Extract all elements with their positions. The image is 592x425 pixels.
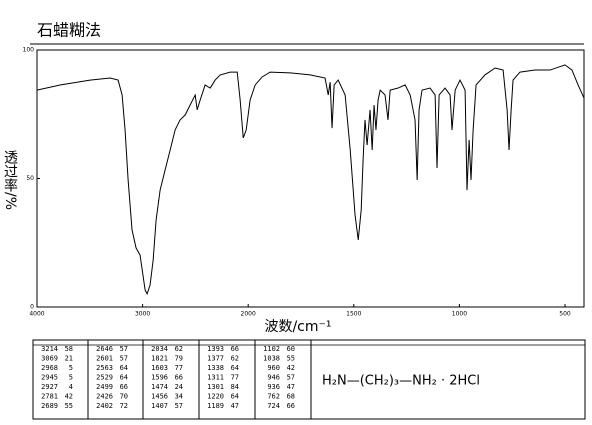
peak-wavenumber: 1456 <box>151 393 168 401</box>
x-tick-label: 2000 <box>241 311 256 318</box>
peak-transmittance: 64 <box>120 364 128 372</box>
peak-wavenumber: 1102 <box>263 345 280 353</box>
spectrum-line <box>36 64 585 296</box>
peak-transmittance: 79 <box>175 355 183 363</box>
peak-wavenumber: 1821 <box>151 355 168 363</box>
peak-wavenumber: 936 <box>267 383 280 391</box>
peak-wavenumber: 3214 <box>41 345 58 353</box>
peak-transmittance: 70 <box>120 393 128 401</box>
peak-wavenumber: 946 <box>267 374 280 382</box>
peak-transmittance: 57 <box>175 402 183 410</box>
peak-wavenumber: 762 <box>267 393 280 401</box>
peak-transmittance: 77 <box>231 374 239 382</box>
x-tick-label: 4000 <box>29 311 44 318</box>
peak-wavenumber: 2563 <box>96 364 113 372</box>
peak-wavenumber: 2927 <box>41 383 58 391</box>
peak-transmittance: 66 <box>175 374 183 382</box>
peak-wavenumber: 1301 <box>207 383 224 391</box>
y-tick-label: 0 <box>30 304 34 311</box>
peak-transmittance: 42 <box>65 393 73 401</box>
peak-transmittance: 58 <box>65 345 73 353</box>
peak-transmittance: 55 <box>287 355 295 363</box>
y-tick-label: 50 <box>26 175 34 182</box>
peak-wavenumber: 1038 <box>263 355 280 363</box>
peak-transmittance: 60 <box>287 345 295 353</box>
peak-transmittance: 5 <box>69 364 73 372</box>
peak-transmittance: 62 <box>231 355 239 363</box>
peak-wavenumber: 1596 <box>151 374 168 382</box>
peak-wavenumber: 1338 <box>207 364 224 372</box>
peak-transmittance: 5 <box>69 374 73 382</box>
peak-wavenumber: 2499 <box>96 383 113 391</box>
peak-wavenumber: 1377 <box>207 355 224 363</box>
peak-wavenumber: 2402 <box>96 402 113 410</box>
peak-transmittance: 64 <box>120 374 128 382</box>
peak-wavenumber: 3069 <box>41 355 58 363</box>
peak-transmittance: 57 <box>120 345 128 353</box>
peak-transmittance: 21 <box>65 355 73 363</box>
peak-wavenumber: 1220 <box>207 393 224 401</box>
peak-transmittance: 57 <box>287 374 295 382</box>
x-tick-label: 3000 <box>135 311 150 318</box>
peak-wavenumber: 1407 <box>151 402 168 410</box>
x-axis-label: 波数/cm⁻¹ <box>264 319 331 335</box>
peak-transmittance: 55 <box>65 402 73 410</box>
peak-transmittance: 42 <box>287 364 295 372</box>
x-tick-label: 1000 <box>452 311 467 318</box>
peak-transmittance: 34 <box>175 393 183 401</box>
peak-transmittance: 84 <box>231 383 239 391</box>
peak-wavenumber: 1311 <box>207 374 224 382</box>
y-axis-label: 透过率/% <box>2 150 18 210</box>
peak-wavenumber: 1393 <box>207 345 224 353</box>
peak-wavenumber: 2945 <box>41 374 58 382</box>
peak-wavenumber: 2601 <box>96 355 113 363</box>
peak-wavenumber: 1189 <box>207 402 224 410</box>
peak-transmittance: 47 <box>287 383 295 391</box>
peak-transmittance: 4 <box>69 383 73 391</box>
peak-wavenumber: 960 <box>267 364 280 372</box>
peak-wavenumber: 2646 <box>96 345 113 353</box>
peak-wavenumber: 2529 <box>96 374 113 382</box>
peak-transmittance: 66 <box>231 345 239 353</box>
peak-transmittance: 57 <box>120 355 128 363</box>
peak-wavenumber: 2781 <box>41 393 58 401</box>
peak-wavenumber: 2968 <box>41 364 58 372</box>
peak-transmittance: 62 <box>175 345 183 353</box>
peak-transmittance: 47 <box>231 402 239 410</box>
peak-transmittance: 24 <box>175 383 183 391</box>
x-tick-label: 1500 <box>346 311 361 318</box>
peak-wavenumber: 724 <box>267 402 280 410</box>
peak-transmittance: 72 <box>120 402 128 410</box>
peak-transmittance: 64 <box>231 393 239 401</box>
x-tick-label: 500 <box>559 311 571 318</box>
peak-wavenumber: 2689 <box>41 402 58 410</box>
peak-transmittance: 66 <box>287 402 295 410</box>
peak-wavenumber: 1474 <box>151 383 168 391</box>
peak-transmittance: 66 <box>120 383 128 391</box>
structure-formula: H₂N—(CH₂)₃—NH₂ · 2HCl <box>322 374 480 389</box>
peak-wavenumber: 1603 <box>151 364 168 372</box>
peak-table-frame <box>32 339 586 420</box>
peak-transmittance: 77 <box>175 364 183 372</box>
plot-frame <box>36 49 585 308</box>
peak-wavenumber: 2034 <box>151 345 168 353</box>
y-tick-label: 100 <box>23 47 35 54</box>
peak-wavenumber: 2426 <box>96 393 113 401</box>
peak-transmittance: 64 <box>231 364 239 372</box>
peak-transmittance: 68 <box>287 393 295 401</box>
chart-title: 石蜡糊法 <box>37 21 101 40</box>
